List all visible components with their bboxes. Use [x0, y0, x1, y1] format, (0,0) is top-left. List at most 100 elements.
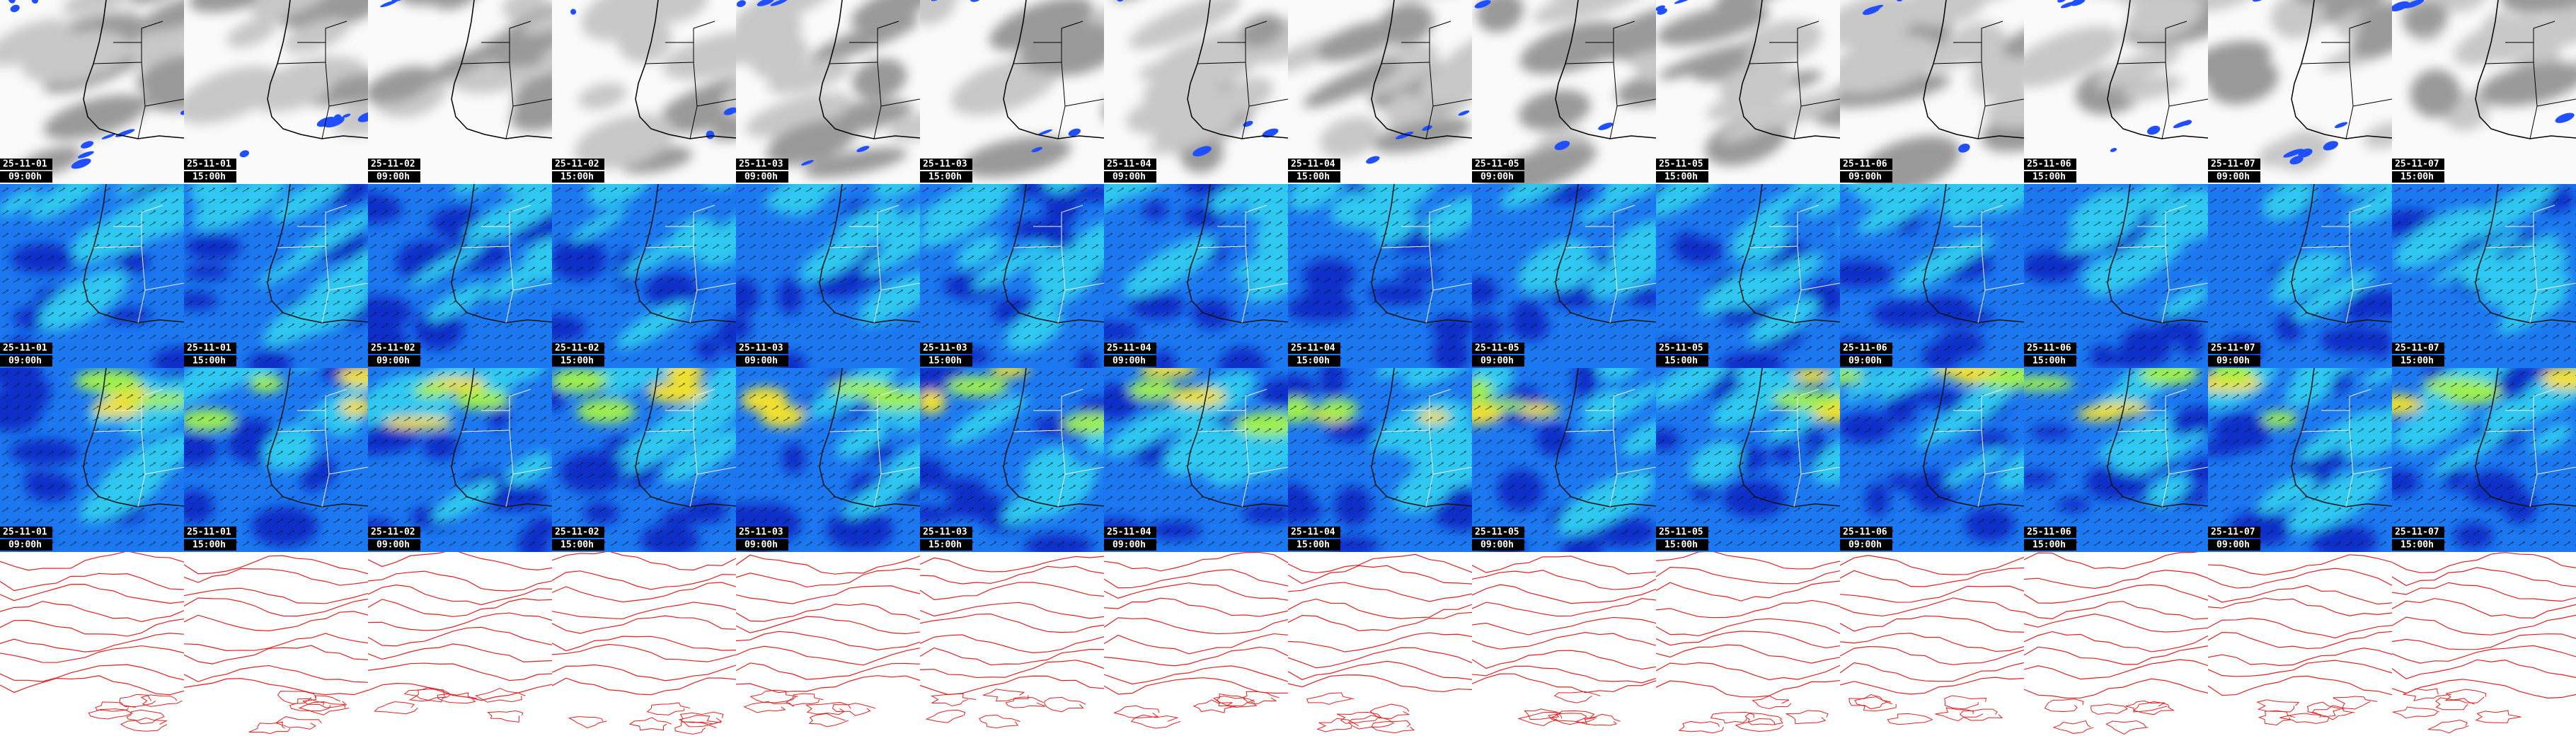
background: [0, 552, 184, 736]
panel-content: [736, 0, 920, 184]
contour: [2333, 696, 2378, 710]
date-label: 25-11-06: [1843, 159, 1887, 170]
panel-content: [736, 368, 920, 552]
cloud: [43, 94, 147, 140]
date-box: [184, 343, 236, 354]
time-box: [0, 171, 52, 183]
precip: [1262, 128, 1279, 138]
contour: [925, 709, 966, 723]
cloud: [1840, 74, 1950, 108]
date-box: [368, 527, 420, 538]
contour: [920, 565, 1104, 585]
map-panel: [1840, 552, 2024, 736]
time-label: 15:00h: [192, 356, 226, 367]
panel-content: [736, 184, 920, 368]
date-box: [1288, 527, 1340, 538]
date-box: [1104, 159, 1156, 170]
contour: [1848, 694, 1892, 710]
contour: [736, 585, 920, 604]
contour: [679, 711, 724, 725]
time-label: 15:00h: [2032, 172, 2066, 183]
contour: [736, 645, 920, 666]
contour: [368, 598, 552, 617]
contour: [2475, 710, 2522, 723]
time-label: 15:00h: [560, 172, 594, 183]
precip: [2057, 0, 2066, 3]
map-panel: 25-11-01 09:00h: [0, 368, 184, 552]
precip: [2555, 113, 2575, 123]
cloud: [2500, 0, 2576, 14]
time-label: 15:00h: [192, 540, 226, 551]
contour: [184, 645, 368, 665]
background: [2208, 552, 2392, 736]
wind-arrows: [368, 368, 552, 552]
clouds: [574, 0, 736, 174]
contour: [2208, 585, 2392, 605]
coastline: [267, 368, 368, 507]
date-label: 25-11-03: [923, 159, 967, 170]
date-label: 25-11-04: [1107, 527, 1151, 538]
background: [368, 552, 552, 736]
contour: [1840, 646, 2024, 665]
coastline: [451, 0, 552, 139]
cloud: [1612, 8, 1656, 54]
date-label: 25-11-02: [555, 343, 599, 354]
cloud: [736, 13, 803, 65]
contour: [552, 602, 736, 620]
time-label: 15:00h: [928, 540, 962, 551]
map-panel: [1656, 552, 1840, 736]
contour: [487, 710, 524, 723]
coastline: [451, 368, 552, 507]
coastline: [83, 184, 184, 323]
precip: [2334, 122, 2348, 128]
contour: [743, 701, 794, 713]
borders: [1013, 205, 1104, 323]
background: [736, 552, 920, 736]
date-label: 25-11-02: [371, 159, 415, 170]
contour: [2024, 614, 2208, 633]
coastline: [451, 184, 552, 323]
contour: [2024, 659, 2208, 680]
coastline: [2107, 368, 2208, 507]
cloud: [888, 111, 920, 141]
contour: [1472, 632, 1656, 650]
time-box: [368, 171, 420, 183]
panel-content: [2392, 368, 2576, 552]
contour: [1840, 615, 2024, 633]
cloud: [736, 0, 838, 30]
contour: [920, 613, 1104, 633]
panel-content: [2024, 184, 2208, 368]
contour: [2024, 645, 2208, 665]
cloud: [2526, 0, 2576, 52]
time-label: 09:00h: [1848, 540, 1882, 551]
contour: [2256, 699, 2300, 713]
contour: [2392, 659, 2576, 679]
map-panel: 25-11-02 09:00h: [368, 184, 552, 368]
time-label: 09:00h: [8, 540, 42, 551]
contour: [552, 664, 736, 682]
contour: [678, 715, 722, 728]
cloud: [62, 0, 137, 17]
precip: [357, 111, 368, 122]
time-label: 15:00h: [1664, 172, 1698, 183]
time-label: 09:00h: [2216, 356, 2250, 367]
borders: [277, 389, 368, 507]
date-label: 25-11-02: [555, 527, 599, 538]
precip: [757, 0, 774, 6]
borders: [1381, 205, 1472, 323]
date-box: [920, 527, 972, 538]
contour: [2208, 631, 2392, 650]
precip: [31, 0, 39, 4]
cloud: [368, 67, 435, 104]
contour: [2125, 700, 2168, 713]
borders: [1749, 205, 1840, 323]
date-box: [1840, 527, 1892, 538]
time-box: [184, 539, 236, 551]
clouds: [0, 0, 184, 178]
contour: [1786, 710, 1829, 725]
precip: [323, 116, 345, 128]
contour: [552, 615, 736, 634]
precip: [1068, 128, 1081, 137]
wind-arrows: [1656, 368, 1840, 552]
panel-content: [184, 0, 368, 184]
